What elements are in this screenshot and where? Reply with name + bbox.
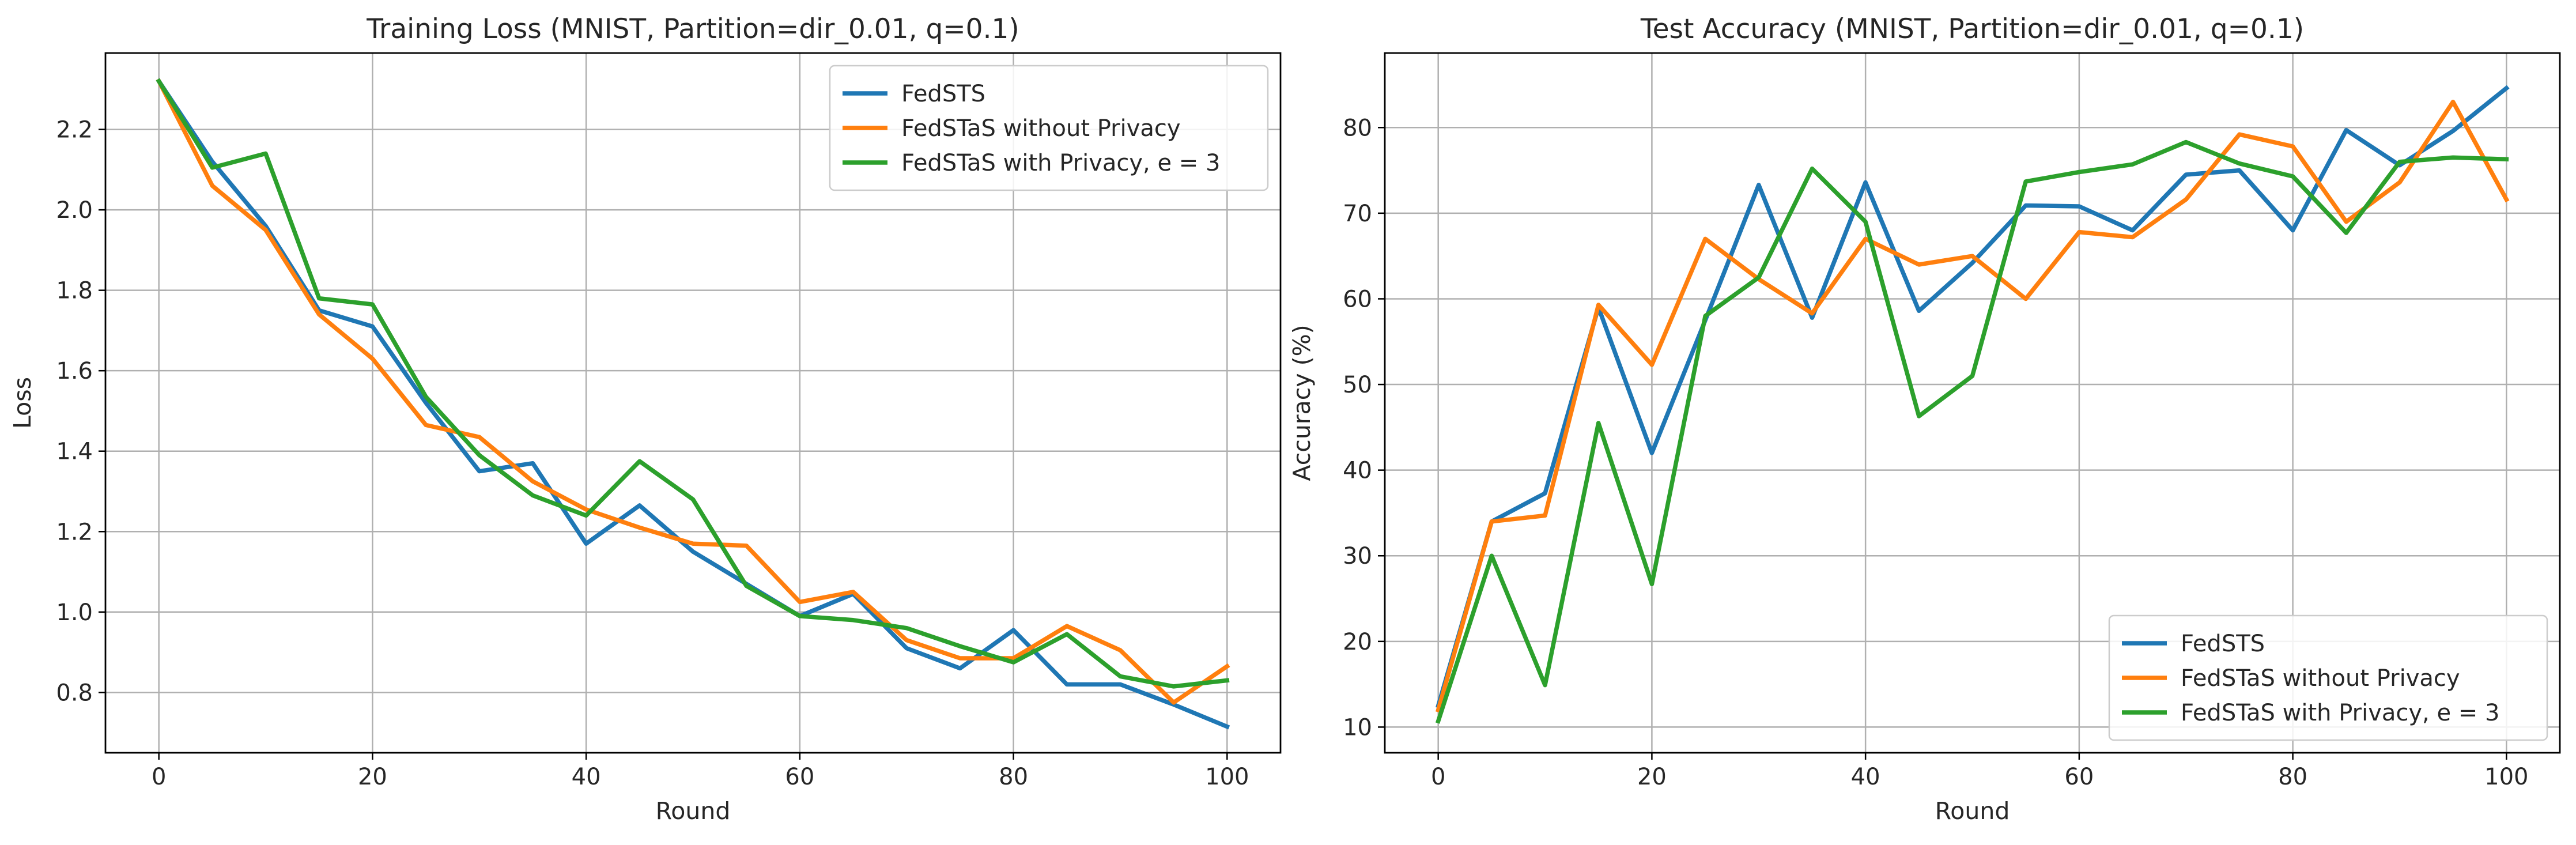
x-axis-label: Round (656, 797, 731, 825)
x-tick-label: 0 (1431, 764, 1445, 790)
x-tick-label: 80 (2278, 764, 2307, 790)
y-tick-label: 1.2 (56, 519, 93, 545)
legend-label: FedSTS (2181, 631, 2265, 657)
series-line-3 (156, 78, 1230, 689)
chart-title: Training Loss (MNIST, Partition=dir_0.01… (366, 13, 1019, 45)
legend-label: FedSTaS without Privacy (2181, 665, 2460, 692)
chart-panel-2: 0 20 40 60 80 100 10 20 30 40 50 60 70 80 Test Accurac… (1288, 13, 2561, 825)
series-line-1 (1436, 85, 2510, 708)
legend-label: FedSTS (901, 81, 985, 107)
y-tick-label: 50 (1343, 372, 1372, 398)
x-tick-label: 20 (1637, 764, 1667, 790)
axes-frame (104, 52, 1282, 754)
y-tick-label: 10 (1343, 714, 1372, 741)
chart-panel-1: 0 20 40 60 80 100 0.8 1.0 1.2 1.4 1.6 1.8 2.0 2.2 Trai… (9, 13, 1282, 825)
axes-frame (1384, 52, 2561, 754)
legend-box (829, 65, 1269, 191)
y-tick-label: 40 (1343, 458, 1372, 484)
legend-label: FedSTaS with Privacy, e = 3 (2181, 700, 2499, 726)
x-axis-label: Round (1935, 797, 2010, 825)
chart-title: Test Accuracy (MNIST, Partition=dir_0.01… (1640, 13, 2304, 45)
y-axis-label: Loss (9, 377, 36, 429)
y-tick-label: 70 (1343, 201, 1372, 227)
series-line-1 (156, 78, 1230, 730)
legend: FedSTS FedSTaS without Privacy FedSTaS wit… (2108, 614, 2548, 741)
x-tick-label: 40 (1851, 764, 1880, 790)
y-tick-label: 1.8 (56, 278, 93, 304)
y-tick-label: 60 (1343, 286, 1372, 312)
x-tick-label: 0 (152, 764, 166, 790)
y-tick-label: 80 (1343, 115, 1372, 141)
x-tick-label: 80 (999, 764, 1028, 790)
y-tick-label: 2.0 (56, 197, 93, 224)
y-axis-label: Accuracy (%) (1288, 325, 1316, 481)
y-tick-label: 1.4 (56, 439, 93, 465)
legend-label: FedSTaS with Privacy, e = 3 (901, 150, 1220, 176)
series-line-2 (1436, 99, 2510, 713)
x-tick-label: 100 (2484, 764, 2528, 790)
y-tick-label: 1.0 (56, 599, 93, 626)
y-tick-label: 2.2 (56, 117, 93, 144)
x-tick-label: 40 (572, 764, 601, 790)
x-tick-label: 60 (2064, 764, 2094, 790)
x-tick-label: 60 (785, 764, 814, 790)
y-tick-label: 0.8 (56, 680, 93, 706)
series-line-3 (1435, 139, 2509, 724)
y-tick-label: 1.6 (56, 358, 93, 384)
series-line-2 (156, 78, 1230, 705)
legend-box (2108, 614, 2548, 741)
x-tick-label: 20 (358, 764, 387, 790)
x-tick-label: 100 (1205, 764, 1249, 790)
y-tick-label: 20 (1343, 629, 1372, 655)
legend-label: FedSTaS without Privacy (901, 115, 1181, 142)
y-tick-label: 30 (1343, 543, 1372, 569)
legend: FedSTS FedSTaS without Privacy FedSTaS wit… (829, 65, 1269, 191)
